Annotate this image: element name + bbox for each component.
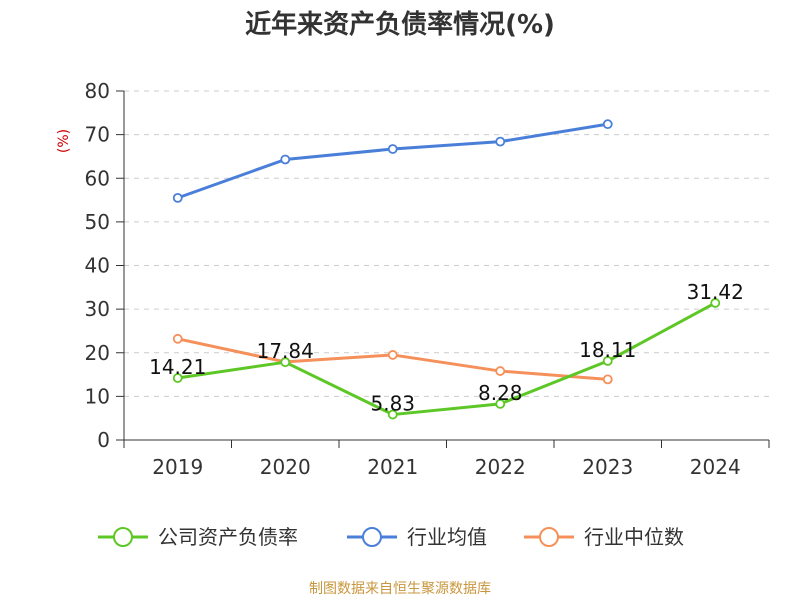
series-line-0 (177, 301, 716, 417)
y-tick-label: 50 (85, 210, 110, 234)
data-label: 31.42 (687, 280, 744, 304)
data-label: 17.84 (257, 339, 314, 363)
series-layer (172, 119, 721, 420)
data-labels: 14.21 17.84 5.83 8.28 18.11 31.42 (149, 280, 744, 416)
legend-marker-0 (113, 527, 133, 547)
x-tick-label: 2023 (582, 455, 633, 479)
series-point-0 (387, 409, 398, 420)
y-tick-label: 20 (85, 341, 110, 365)
x-tick-label: 2021 (367, 455, 418, 479)
y-tick-label: 40 (85, 254, 110, 278)
series-point-1 (602, 119, 613, 130)
series-point-1 (495, 136, 506, 147)
y-tick-label: 10 (85, 384, 110, 408)
series-point-0 (602, 356, 613, 366)
series-point-0 (280, 357, 291, 368)
chart-title: 近年来资产负债率情况(%) (245, 9, 555, 40)
series-point-0 (495, 398, 506, 409)
data-label: 8.28 (478, 381, 523, 405)
x-tick-label: 2024 (690, 455, 741, 479)
x-tick-label: 2019 (152, 455, 203, 479)
series-point-2 (387, 350, 398, 360)
series-point-2 (172, 333, 183, 344)
y-tick-label: 60 (85, 166, 110, 190)
source-note: 制图数据来自恒生聚源数据库 (309, 581, 491, 597)
y-tick-label: 30 (85, 297, 110, 321)
grid-lines (124, 90, 769, 397)
series-point-2 (602, 374, 613, 385)
series-point-1 (387, 144, 398, 154)
legend-label-0: 公司资产负债率 (158, 525, 298, 549)
x-tick-label: 2022 (475, 455, 526, 479)
series-point-1 (172, 192, 183, 203)
series-point-1 (280, 154, 291, 165)
legend: 公司资产负债率 行业均值 行业中位数 (98, 525, 684, 549)
y-axis-label: (%) (56, 129, 72, 153)
legend-label-1: 行业均值 (407, 525, 487, 549)
series-point-2 (495, 366, 506, 376)
x-tick-label: 2020 (260, 455, 311, 479)
legend-label-2: 行业中位数 (584, 525, 684, 549)
legend-marker-2 (539, 527, 559, 547)
axes: 0 10 20 30 40 50 60 70 80 2019 2020 2021 2022 2023 202… (85, 79, 770, 479)
legend-marker-1 (362, 527, 382, 547)
y-tick-label: 80 (85, 79, 110, 103)
series-point-0 (710, 298, 721, 308)
data-label: 14.21 (149, 355, 206, 379)
y-tick-label: 0 (97, 428, 110, 452)
y-tick-label: 70 (85, 123, 110, 147)
series-point-0 (172, 373, 183, 383)
data-label: 18.11 (579, 338, 636, 362)
data-label: 5.83 (370, 392, 415, 416)
series-line-1 (177, 122, 608, 200)
